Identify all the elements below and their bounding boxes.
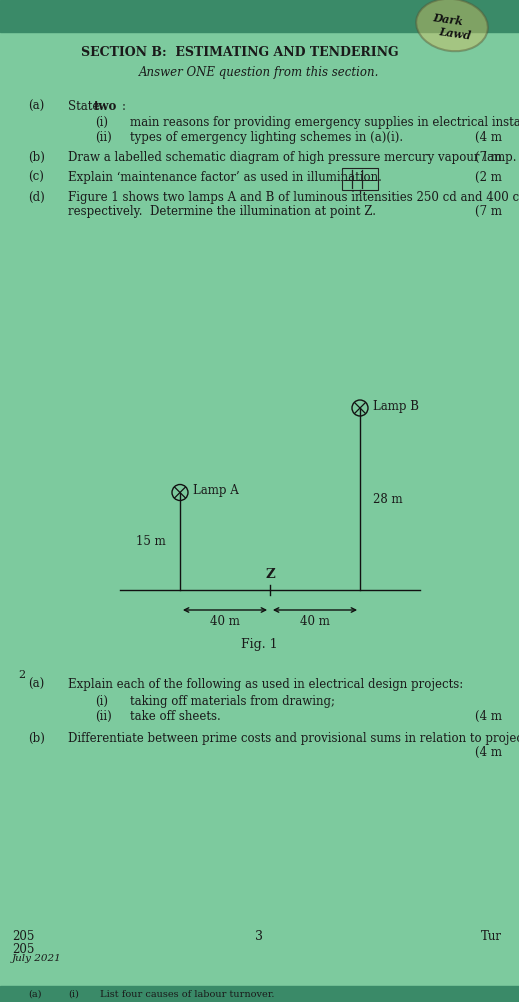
Text: July 2021: July 2021 [12,954,62,963]
Text: taking off materials from drawing;: taking off materials from drawing; [130,695,335,708]
Text: (4 m: (4 m [475,746,502,759]
Text: types of emergency lighting schemes in (a)(i).: types of emergency lighting schemes in (… [130,131,403,144]
Text: (c): (c) [28,171,44,184]
Text: (2 m: (2 m [475,171,502,184]
Text: (i): (i) [95,695,108,708]
Text: 40 m: 40 m [300,615,330,628]
Text: (i): (i) [68,990,79,999]
Text: Dark: Dark [432,12,464,28]
Text: Figure 1 shows two lamps A and B of luminous intensities 250 cd and 400 cd: Figure 1 shows two lamps A and B of lumi… [68,191,519,204]
Text: take off sheets.: take off sheets. [130,710,221,723]
Text: 205: 205 [12,943,34,956]
Text: respectively.  Determine the illumination at point Z.: respectively. Determine the illumination… [68,205,376,218]
Text: (b): (b) [28,151,45,164]
Text: (4 m: (4 m [475,710,502,723]
Text: (ii): (ii) [95,131,112,144]
Bar [0,986,519,1002]
Text: 15 m: 15 m [136,535,166,548]
Text: SECTION B:  ESTIMATING AND TENDERING: SECTION B: ESTIMATING AND TENDERING [81,45,399,58]
Text: Differentiate between prime costs and provisional sums in relation to projects.: Differentiate between prime costs and pr… [68,732,519,745]
Text: Tur: Tur [481,930,502,943]
Text: (7 m: (7 m [475,205,502,218]
Text: 2: 2 [18,670,25,680]
Text: (a): (a) [28,678,44,691]
Text: (a): (a) [28,990,42,999]
Text: (d): (d) [28,191,45,204]
Text: Explain each of the following as used in electrical design projects:: Explain each of the following as used in… [68,678,463,691]
Text: (4 m: (4 m [475,131,502,144]
Text: List four causes of labour turnover.: List four causes of labour turnover. [100,990,275,999]
Text: (7 m: (7 m [475,151,502,164]
Text: Answer ONE question from this section.: Answer ONE question from this section. [139,65,379,78]
Text: (b): (b) [28,732,45,745]
Text: Explain ‘maintenance factor’ as used in illumination.: Explain ‘maintenance factor’ as used in … [68,171,382,184]
Text: 205: 205 [12,930,34,943]
Text: Draw a labelled schematic diagram of high pressure mercury vapour lamp.: Draw a labelled schematic diagram of hig… [68,151,516,164]
Bar [342,168,378,190]
Text: 28 m: 28 m [373,493,403,505]
Text: 3: 3 [255,930,263,943]
Text: Lamp B: Lamp B [373,400,419,413]
Text: two: two [94,100,117,113]
Text: Fig. 1: Fig. 1 [241,638,277,651]
Text: Lamp A: Lamp A [193,484,239,497]
Text: 40 m: 40 m [210,615,240,628]
Text: Z: Z [265,568,275,581]
Text: :: : [122,100,126,113]
Text: (i): (i) [95,116,108,129]
Text: main reasons for providing emergency supplies in electrical installations.: main reasons for providing emergency sup… [130,116,519,129]
Text: (ii): (ii) [95,710,112,723]
Bar [0,0,519,32]
Text: State: State [68,100,103,113]
Text: Lawd: Lawd [438,26,472,42]
Ellipse shape [416,0,488,51]
Text: (a): (a) [28,100,44,113]
